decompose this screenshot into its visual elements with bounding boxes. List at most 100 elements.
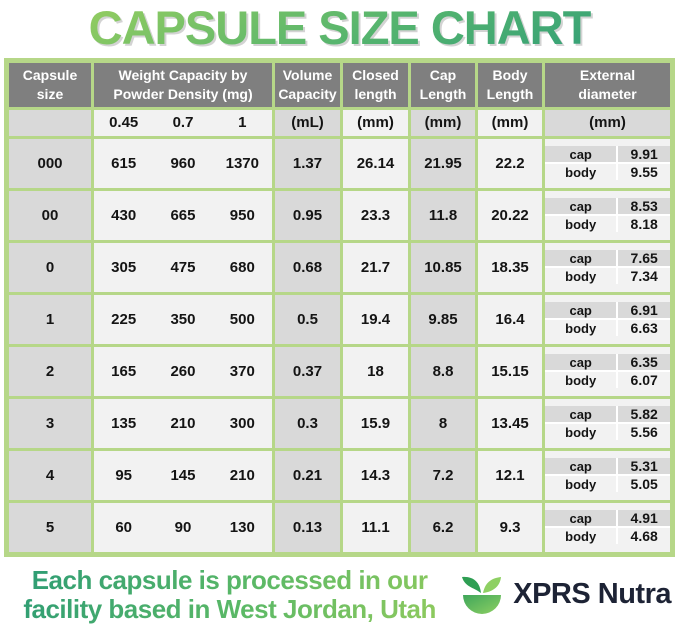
external-diameter-cell: cap 5.82 body 5.56 [545,398,670,448]
capsule-size-cell: 2 [9,346,91,396]
external-body-row: body 7.34 [545,268,670,285]
weight-07: 145 [170,466,196,484]
col-header-body-length: Body Length [478,62,542,107]
external-diameter-cell: cap 9.91 body 9.55 [545,138,670,188]
external-body-row: body 6.63 [545,320,670,337]
footer: Each capsule is processed in our facilit… [0,566,679,624]
external-body-row: body 5.56 [545,424,670,441]
subheader-closed-unit: (mm) [343,109,408,136]
capsule-size-cell: 5 [9,502,91,552]
capsule-size-cell: 0 [9,242,91,292]
volume-capacity-cell: 0.37 [275,346,340,396]
capsule-size-table: Capsule size Weight Capacity by Powder D… [4,57,675,557]
weight-07: 665 [170,206,196,224]
table-row: 4 95 145 210 0.21 14.3 7.2 12.1 cap 5.31 [9,450,670,500]
subheader-row: 0.45 0.7 1 (mL) (mm) (mm) (mm) (mm) [9,109,670,136]
cap-length-cell: 11.8 [411,190,475,240]
cap-diameter-value: 6.91 [630,302,658,319]
body-label: body [545,268,619,285]
closed-length-cell: 26.14 [343,138,408,188]
closed-length-cell: 18 [343,346,408,396]
external-cap-row: cap 7.65 [545,250,670,269]
weight-1: 1370 [225,154,259,172]
cap-label: cap [545,510,619,527]
weight-1: 130 [229,518,255,536]
external-cap-row: cap 9.91 [545,146,670,165]
external-cap-row: cap 5.82 [545,406,670,425]
body-label: body [545,476,619,493]
density-045: 0.45 [109,114,139,132]
cap-diameter-value: 4.91 [630,510,658,527]
col-header-weight-capacity: Weight Capacity by Powder Density (mg) [94,62,272,107]
external-diameter-cell: cap 4.91 body 4.68 [545,502,670,552]
external-cap-row: cap 5.31 [545,458,670,477]
cap-label: cap [545,406,619,423]
capsule-size-cell: 000 [9,138,91,188]
subheader-volume-unit: (mL) [275,109,340,136]
table-row: 3 135 210 300 0.3 15.9 8 13.45 cap 5.82 [9,398,670,448]
cap-diameter-value: 6.35 [630,354,658,371]
body-length-cell: 13.45 [478,398,542,448]
body-length-cell: 15.15 [478,346,542,396]
table-row: 0 305 475 680 0.68 21.7 10.85 18.35 cap … [9,242,670,292]
external-diameter-cell: cap 7.65 body 7.34 [545,242,670,292]
col-header-volume-capacity: Volume Capacity [275,62,340,107]
body-diameter-value: 5.05 [630,476,658,493]
subheader-body-unit: (mm) [478,109,542,136]
body-length-cell: 18.35 [478,242,542,292]
external-body-row: body 5.05 [545,476,670,493]
subheader-cap-unit: (mm) [411,109,475,136]
cap-length-cell: 8 [411,398,475,448]
volume-capacity-cell: 0.95 [275,190,340,240]
weight-capacity-cell: 225 350 500 [94,294,272,344]
table-row: 00 430 665 950 0.95 23.3 11.8 20.22 cap … [9,190,670,240]
body-diameter-value: 6.07 [630,372,658,389]
closed-length-cell: 15.9 [343,398,408,448]
body-diameter-value: 8.18 [630,216,658,233]
external-diameter-cell: cap 8.53 body 8.18 [545,190,670,240]
body-length-cell: 12.1 [478,450,542,500]
body-diameter-value: 9.55 [630,164,658,181]
weight-1: 500 [229,310,255,328]
weight-1: 370 [229,362,255,380]
body-label: body [545,424,619,441]
col-header-capsule-size: Capsule size [9,62,91,107]
cap-length-cell: 21.95 [411,138,475,188]
weight-1: 680 [229,258,255,276]
weight-capacity-cell: 165 260 370 [94,346,272,396]
weight-capacity-cell: 135 210 300 [94,398,272,448]
density-1: 1 [238,114,247,132]
external-body-row: body 6.07 [545,372,670,389]
body-length-cell: 20.22 [478,190,542,240]
closed-length-cell: 11.1 [343,502,408,552]
body-diameter-value: 7.34 [630,268,658,285]
weight-capacity-cell: 60 90 130 [94,502,272,552]
weight-capacity-cell: 615 960 1370 [94,138,272,188]
cap-label: cap [545,198,619,215]
cap-label: cap [545,302,619,319]
weight-07: 90 [174,518,192,536]
header-row: Capsule size Weight Capacity by Powder D… [9,62,670,107]
cap-label: cap [545,354,619,371]
weight-07: 960 [170,154,196,172]
external-cap-row: cap 8.53 [545,198,670,217]
capsule-size-cell: 4 [9,450,91,500]
weight-07: 260 [170,362,196,380]
weight-045: 225 [111,310,137,328]
cap-label: cap [545,250,619,267]
cap-diameter-value: 5.82 [630,406,658,423]
volume-capacity-cell: 0.13 [275,502,340,552]
capsule-size-cell: 1 [9,294,91,344]
volume-capacity-cell: 0.3 [275,398,340,448]
table-row: 5 60 90 130 0.13 11.1 6.2 9.3 cap 4.91 [9,502,670,552]
cap-length-cell: 7.2 [411,450,475,500]
capsule-size-cell: 3 [9,398,91,448]
weight-045: 135 [111,414,137,432]
footer-note: Each capsule is processed in our facilit… [8,566,451,624]
external-body-row: body 8.18 [545,216,670,233]
weight-045: 165 [111,362,137,380]
page-title: CAPSULE SIZE CHART [0,2,679,54]
cap-label: cap [545,146,619,163]
body-diameter-value: 5.56 [630,424,658,441]
weight-07: 210 [170,414,196,432]
